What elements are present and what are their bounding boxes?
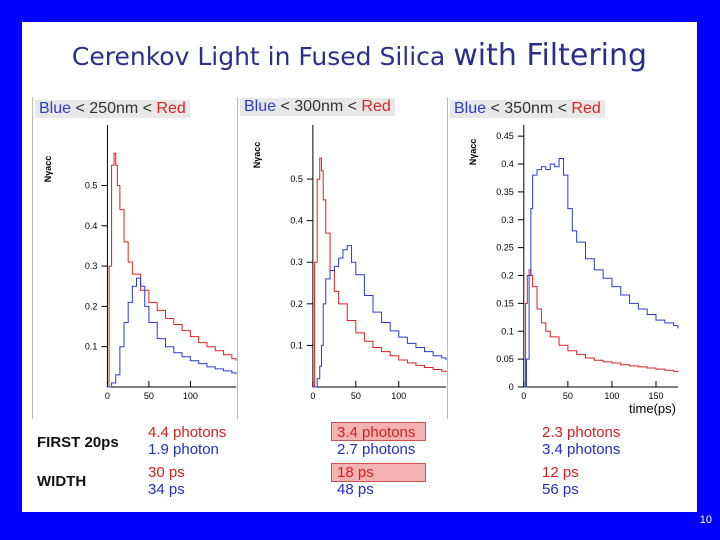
- y-tick-label: 0.3: [85, 261, 98, 271]
- legend-cut: 300nm: [294, 98, 344, 115]
- stat-red: 30 ps: [148, 464, 185, 481]
- y-tick-label: 0.3: [290, 257, 303, 267]
- y-tick-label: 0.3: [501, 215, 514, 225]
- y-tick-label: 0.15: [496, 298, 514, 308]
- x-tick-label: 100: [183, 391, 198, 401]
- x-tick-label: 0: [521, 391, 526, 401]
- series-blue-line: [107, 277, 237, 388]
- series-red-line: [107, 152, 237, 388]
- y-tick-label: 0.5: [85, 180, 98, 190]
- chart-panel-250nm: 0.1 0.2 0.3 0.4 0.5 0 50 100 Nγacc Blue < 250nm …: [32, 97, 238, 419]
- legend-blue: Blue: [39, 100, 72, 117]
- series-blue-line: [523, 157, 679, 388]
- x-tick-label: 150: [648, 391, 663, 401]
- x-tick-label: 0: [105, 391, 110, 401]
- chart-panel-350nm: 0 0.05 0.1 0.15 0.2 0.25 0.3 0.35 0.4 0.45 0 50 100 1…: [447, 97, 680, 419]
- y-tick-label: 0.2: [85, 301, 98, 311]
- legend-lt: <: [138, 100, 157, 117]
- y-tick-label: 0.05: [496, 354, 514, 364]
- stat-width-col3: 12 ps 56 ps: [542, 464, 579, 498]
- stat-red: 2.3 photons: [542, 424, 621, 441]
- chart-panel-300nm: 0.1 0.2 0.3 0.4 0.5 0 50 100 Nγacc Blue < 300nm …: [237, 97, 448, 419]
- stat-red: 4.4 photons: [148, 424, 227, 441]
- series-red-line: [312, 157, 447, 388]
- stat-blue: 1.9 photon: [148, 441, 219, 458]
- x-axis-label: time(ps): [629, 401, 676, 416]
- series-blue-line: [312, 245, 447, 388]
- legend-blue: Blue: [244, 98, 277, 115]
- row-label-width: WIDTH: [37, 473, 87, 490]
- y-tick-label: 0.1: [290, 340, 303, 350]
- legend-lt: <: [486, 100, 505, 117]
- y-tick-label: 0.35: [496, 187, 514, 197]
- legend-350nm: Blue < 350nm < Red: [450, 100, 605, 118]
- stat-red: 18 ps: [337, 464, 374, 481]
- x-tick-label: 50: [144, 391, 154, 401]
- y-axis-label: Nγacc: [43, 156, 53, 183]
- chart-350nm: 0 0.05 0.1 0.15 0.2 0.25 0.3 0.35 0.4 0.45 0 50 100 1…: [468, 125, 679, 416]
- x-tick-label: 0: [310, 391, 315, 401]
- y-tick-label: 0.4: [85, 221, 98, 231]
- y-tick-label: 0.2: [501, 271, 514, 281]
- x-tick-label: 50: [563, 391, 573, 401]
- legend-blue: Blue: [454, 100, 487, 117]
- stat-blue: 2.7 photons: [337, 441, 416, 458]
- stat-blue: 48 ps: [337, 481, 374, 498]
- page-number: 10: [699, 514, 712, 526]
- y-tick-label: 0.4: [501, 159, 514, 169]
- stat-first-col1: 4.4 photons 1.9 photon: [148, 424, 226, 458]
- title-part1: Cerenkov Light in Fused Silica: [71, 42, 446, 71]
- legend-cut: 250nm: [89, 100, 139, 117]
- legend-red: Red: [571, 100, 601, 117]
- chart-250nm: 0.1 0.2 0.3 0.4 0.5 0 50 100 Nγacc: [43, 125, 237, 401]
- stat-first-col3: 2.3 photons 3.4 photons: [542, 424, 620, 458]
- slide-title: Cerenkov Light in Fused Silica with Filt…: [22, 38, 697, 73]
- y-tick-label: 0.5: [290, 174, 303, 184]
- stat-red: 12 ps: [542, 464, 579, 481]
- x-tick-label: 100: [391, 391, 406, 401]
- row-label-first: FIRST 20ps: [37, 434, 119, 451]
- stat-width-col2: 18 ps 48 ps: [337, 464, 374, 498]
- legend-lt: <: [276, 98, 295, 115]
- legend-300nm: Blue < 300nm < Red: [240, 98, 395, 116]
- legend-lt: <: [553, 100, 572, 117]
- legend-lt: <: [71, 100, 90, 117]
- y-tick-label: 0.1: [501, 326, 514, 336]
- stat-width-col1: 30 ps 34 ps: [148, 464, 185, 498]
- y-tick-label: 0.2: [290, 299, 303, 309]
- y-tick-label: 0.1: [85, 342, 98, 352]
- y-axis-label: Nγacc: [252, 142, 262, 169]
- title-part2: with Filtering: [453, 38, 648, 73]
- legend-250nm: Blue < 250nm < Red: [35, 100, 190, 118]
- stat-red: 3.4 photons: [337, 424, 416, 441]
- series-red-line: [523, 269, 679, 388]
- y-tick-label: 0.4: [290, 216, 303, 226]
- stat-first-col2: 3.4 photons 2.7 photons: [337, 424, 415, 458]
- stat-blue: 56 ps: [542, 481, 579, 498]
- y-tick-label: 0.25: [496, 243, 514, 253]
- y-tick-label: 0: [509, 382, 514, 392]
- chart-300nm: 0.1 0.2 0.3 0.4 0.5 0 50 100 Nγacc: [252, 125, 447, 401]
- slide: Cerenkov Light in Fused Silica with Filt…: [22, 22, 697, 512]
- legend-red: Red: [156, 100, 186, 117]
- stat-blue: 34 ps: [148, 481, 185, 498]
- highlight-first-middle: [331, 422, 426, 441]
- y-tick-label: 0.45: [496, 131, 514, 141]
- x-tick-label: 100: [604, 391, 619, 401]
- legend-cut: 350nm: [504, 100, 554, 117]
- legend-lt: <: [343, 98, 362, 115]
- x-tick-label: 50: [351, 391, 361, 401]
- highlight-width-middle: [331, 463, 426, 482]
- stat-blue: 3.4 photons: [542, 441, 621, 458]
- y-axis-label: Nγacc: [468, 139, 478, 166]
- legend-red: Red: [361, 98, 391, 115]
